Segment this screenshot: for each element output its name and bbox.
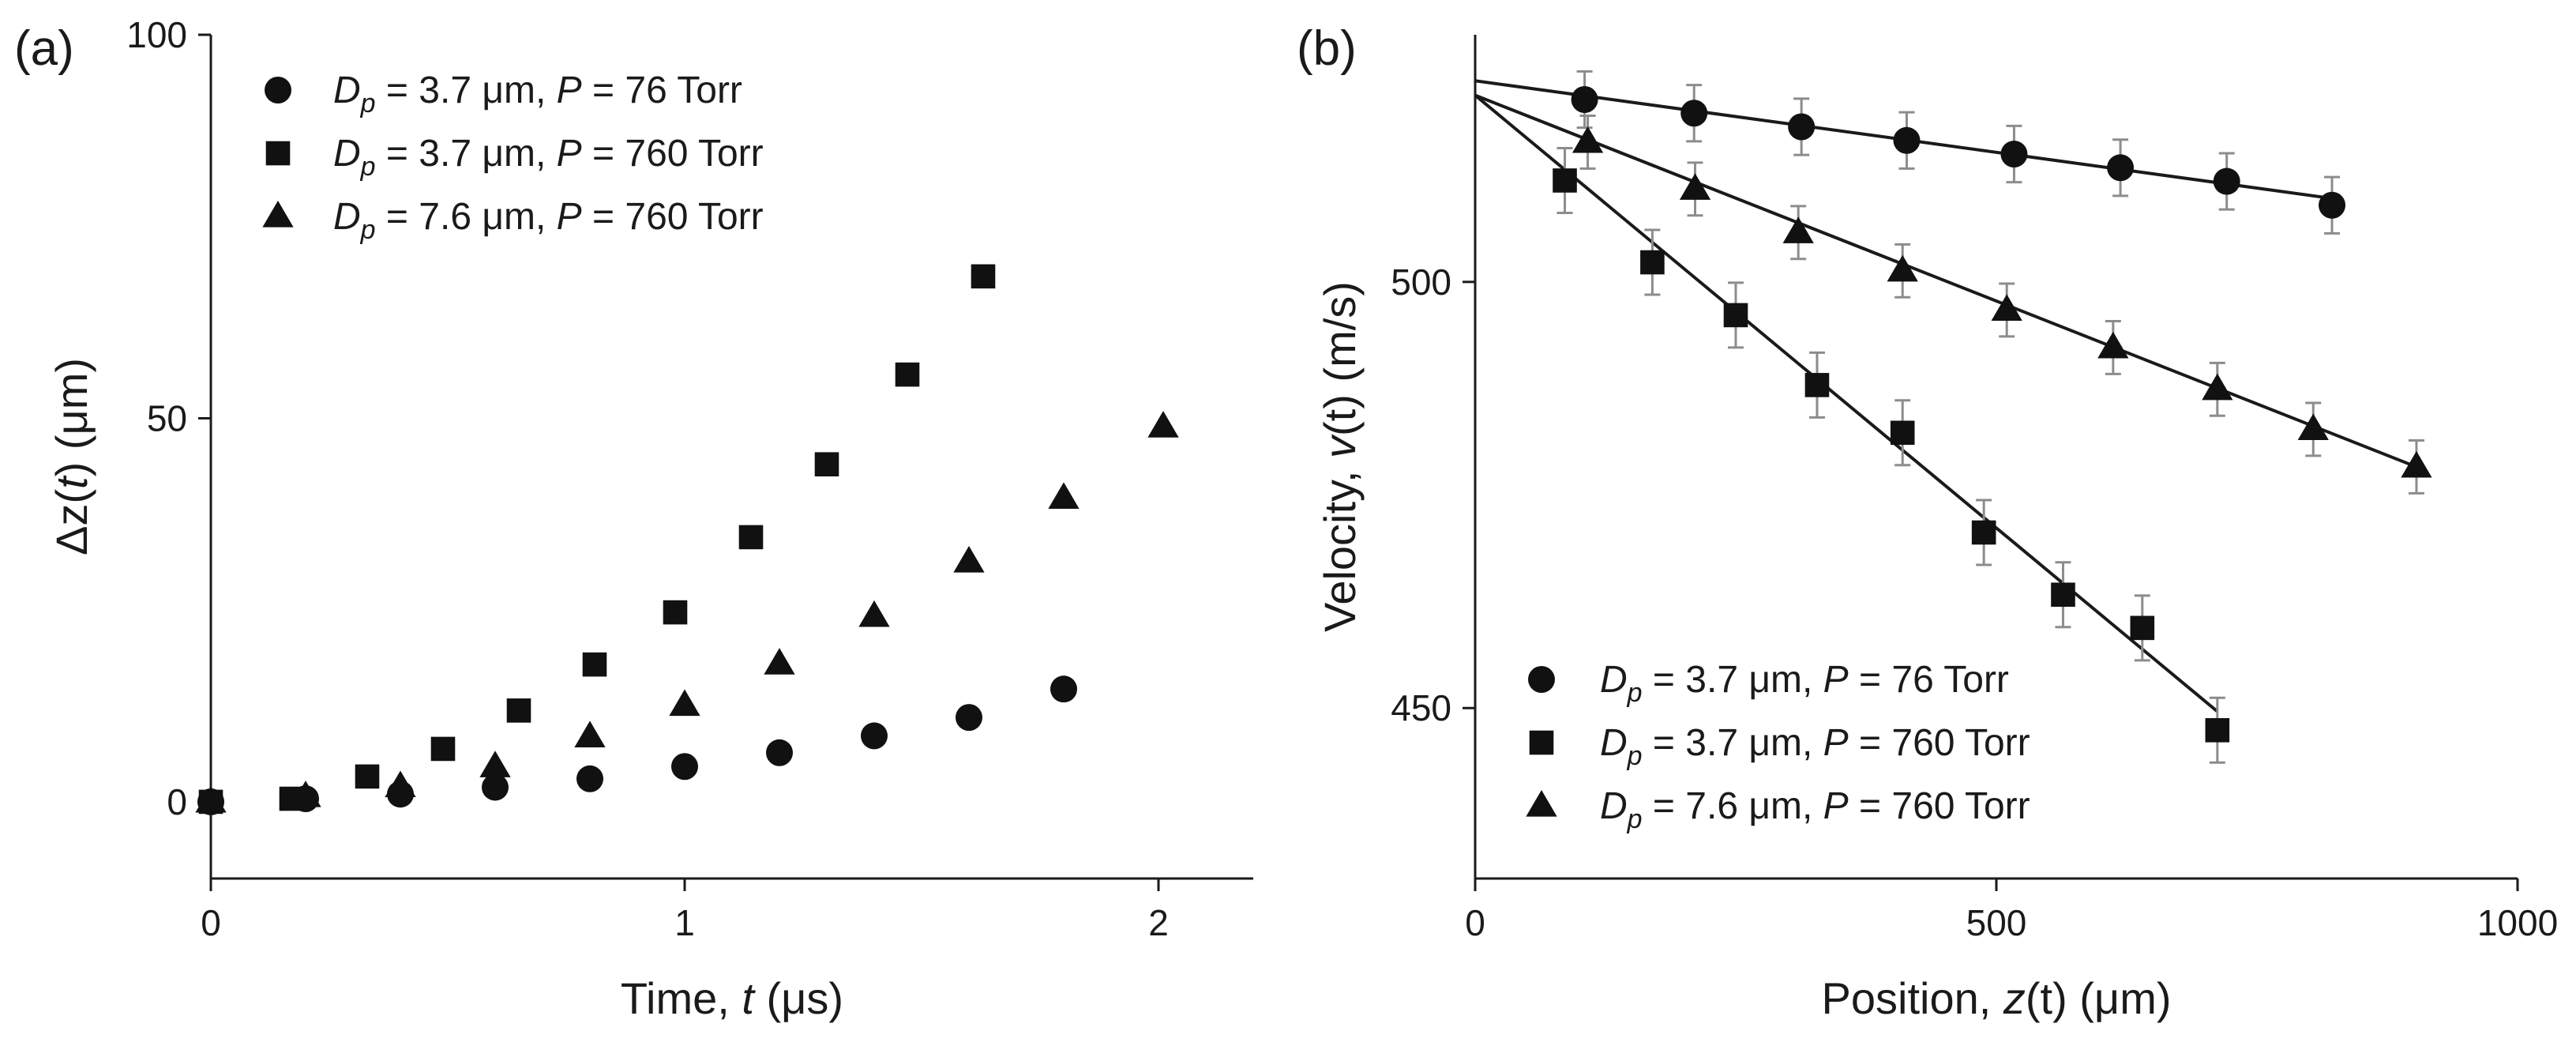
data-point-circle [956,704,982,732]
data-point-triangle [1572,126,1604,153]
legend-label: Dp = 7.6 μm, P = 760 Torr [333,196,764,245]
data-point-circle [2213,167,2240,195]
data-point-square [1640,250,1665,275]
legend-marker-triangle [262,200,294,228]
data-point-circle [766,739,793,766]
data-point-triangle [1048,482,1080,509]
legend-marker-square [1529,730,1554,755]
data-point-triangle [290,781,321,807]
series-triangle [1572,114,2432,495]
data-point-circle [861,722,888,750]
fit-line-square [1474,94,2219,713]
legend-label: Dp = 7.6 μm, P = 760 Torr [1600,785,2030,834]
data-point-square [1553,168,1577,193]
y-axis-title: Velocity, v(t) (m/s) [1315,281,1365,632]
series-triangle [195,411,1179,813]
data-point-circle [1571,85,1598,113]
data-point-triangle [764,648,795,675]
series-square [1553,146,2230,764]
data-point-triangle [1147,411,1179,438]
legend-marker-circle [1528,666,1555,693]
data-point-circle [671,753,698,781]
panel-a: 0 1 2 0 50 100 Time, t (μs) Δz(t) (μm) (a) Dp = 3… [14,14,1253,1023]
y-tick-label: 500 [1391,262,1451,303]
x-tick-label: 1000 [2477,902,2558,943]
panel-label: (a) [14,21,74,76]
legend-marker-square [265,141,291,166]
data-point-triangle [195,785,227,813]
data-point-triangle [574,721,606,747]
x-tick-label: 2 [1148,902,1169,943]
data-point-triangle [2297,413,2329,441]
data-point-circle [2107,154,2135,182]
data-point-square [1971,520,1996,545]
data-point-square [1890,420,1915,446]
data-point-triangle [2401,450,2432,478]
x-tick-label: 500 [1966,902,2027,943]
x-tick-label: 1 [674,902,695,943]
data-point-triangle [669,689,700,717]
panel-b: 0 500 1000 450 500 Position, z(t) (μm) Velocit… [1297,21,2558,1023]
data-point-triangle [2202,373,2233,401]
series-circle [197,675,1077,815]
data-point-triangle [953,545,985,573]
legend: Dp = 3.7 μm, P = 76 Torr Dp = 3.7 μm, P =… [262,70,764,245]
x-tick-label: 0 [201,902,221,943]
data-point-circle [576,765,603,792]
data-point-square [506,698,531,723]
data-point-square [2130,615,2155,641]
data-point-circle [482,773,509,801]
data-point-square [1723,303,1748,328]
series-circle [1571,70,2346,235]
y-tick-label: 50 [147,397,187,438]
data-point-circle [1788,113,1816,141]
x-axis-title: Position, z(t) (μm) [1822,973,2172,1023]
legend-label: Dp = 3.7 μm, P = 760 Torr [333,133,764,182]
data-point-triangle [1679,173,1711,200]
legend-marker-circle [265,77,291,103]
legend: Dp = 3.7 μm, P = 76 Torr Dp = 3.7 μm, P =… [1526,659,2030,834]
fit-line-triangle [1474,93,2417,468]
x-tick-label: 0 [1465,902,1485,943]
data-point-square [895,362,920,387]
data-point-triangle [2097,331,2129,359]
legend-marker-triangle [1526,789,1557,817]
data-point-circle [2000,141,2028,168]
data-point-circle [2319,191,2346,219]
data-point-square [582,652,607,677]
data-point-triangle [385,770,416,798]
data-point-triangle [1887,254,1918,282]
legend-label: Dp = 3.7 μm, P = 76 Torr [1600,659,2009,708]
data-point-square [814,452,839,477]
y-axis-title: Δz(t) (μm) [47,358,96,555]
y-tick-label: 0 [167,781,187,822]
data-point-triangle [1782,216,1814,243]
y-tick-label: 450 [1391,687,1451,728]
data-point-circle [1893,126,1921,154]
legend-label: Dp = 3.7 μm, P = 760 Torr [1600,722,2030,771]
data-point-square [2205,717,2230,743]
x-axis-title: Time, t (μs) [621,973,843,1023]
panel-label: (b) [1297,21,1357,76]
data-point-square [663,600,688,625]
legend-label: Dp = 3.7 μm, P = 76 Torr [333,70,742,119]
data-point-square [430,736,456,762]
data-point-square [1804,373,1830,397]
data-point-square [971,264,996,289]
data-point-square [738,525,764,550]
data-point-square [355,764,380,789]
data-point-triangle [479,751,511,777]
data-point-triangle [858,600,890,627]
data-point-triangle [1991,294,2022,322]
y-tick-label: 100 [126,14,187,55]
data-point-circle [1680,100,1708,127]
data-point-circle [1050,675,1077,703]
data-point-square [2051,582,2075,608]
